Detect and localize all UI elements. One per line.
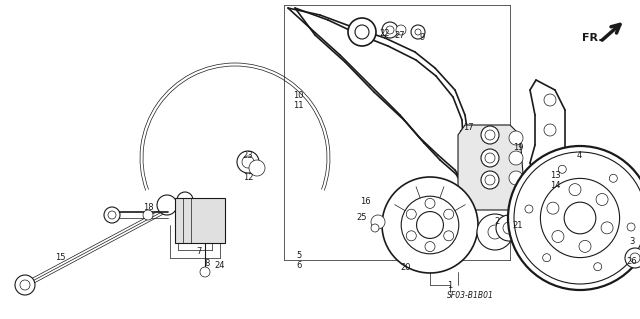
Circle shape [382,22,398,38]
Text: 11: 11 [292,100,303,109]
Circle shape [594,263,602,271]
Circle shape [514,152,640,284]
Circle shape [509,171,523,185]
Text: 6: 6 [296,261,301,270]
Text: 23: 23 [243,151,253,160]
Circle shape [481,126,499,144]
Circle shape [396,25,406,35]
Circle shape [237,151,259,173]
Circle shape [382,177,478,273]
Text: 5: 5 [296,250,301,259]
Text: 10: 10 [292,91,303,100]
Text: 22: 22 [380,28,390,38]
Circle shape [508,146,640,290]
Circle shape [564,202,596,234]
Polygon shape [175,198,225,243]
Text: 16: 16 [360,197,371,206]
Circle shape [371,215,385,229]
Circle shape [558,165,566,173]
Circle shape [406,231,416,241]
Circle shape [177,192,193,208]
Text: 12: 12 [243,174,253,182]
Circle shape [481,171,499,189]
Circle shape [496,215,522,241]
Circle shape [15,275,35,295]
Text: 24: 24 [215,261,225,270]
Circle shape [627,223,635,231]
Text: 20: 20 [401,263,412,272]
Polygon shape [460,130,510,200]
Text: 19: 19 [513,144,524,152]
Text: 21: 21 [513,220,524,229]
Circle shape [348,18,376,46]
Circle shape [401,196,459,254]
Circle shape [143,210,153,220]
Circle shape [544,156,556,168]
Text: 27: 27 [395,31,405,40]
Circle shape [425,198,435,208]
Text: 1: 1 [447,280,452,290]
Circle shape [601,222,613,234]
Circle shape [371,224,379,232]
Text: 2: 2 [494,218,500,226]
Circle shape [569,184,581,196]
Text: 7: 7 [196,248,202,256]
Circle shape [406,209,416,219]
Text: 3: 3 [629,238,635,247]
Circle shape [249,160,265,176]
Circle shape [540,178,620,258]
Text: 15: 15 [55,254,65,263]
Text: 18: 18 [143,204,154,212]
Circle shape [609,174,618,182]
Circle shape [509,131,523,145]
Circle shape [552,231,564,242]
Circle shape [425,241,435,252]
Circle shape [625,248,640,268]
Circle shape [544,94,556,106]
Circle shape [544,124,556,136]
Circle shape [104,207,120,223]
Circle shape [444,209,454,219]
Circle shape [417,211,444,238]
Circle shape [547,202,559,214]
Circle shape [579,240,591,252]
Circle shape [509,151,523,165]
Text: 25: 25 [356,213,367,222]
Text: 26: 26 [627,257,637,266]
Circle shape [200,267,210,277]
Text: 14: 14 [550,181,560,189]
Text: 9: 9 [419,33,424,42]
Circle shape [481,149,499,167]
Circle shape [596,194,608,205]
Circle shape [525,205,533,213]
Circle shape [157,195,177,215]
Text: 4: 4 [577,151,582,160]
Text: FR.: FR. [582,33,602,43]
Circle shape [543,254,550,262]
Circle shape [477,214,513,250]
Text: 8: 8 [204,258,210,268]
Text: 17: 17 [463,123,474,132]
Circle shape [444,231,454,241]
Text: 13: 13 [550,170,560,180]
Text: SF03-B1B01: SF03-B1B01 [447,291,493,300]
Circle shape [411,25,425,39]
Polygon shape [458,125,525,210]
